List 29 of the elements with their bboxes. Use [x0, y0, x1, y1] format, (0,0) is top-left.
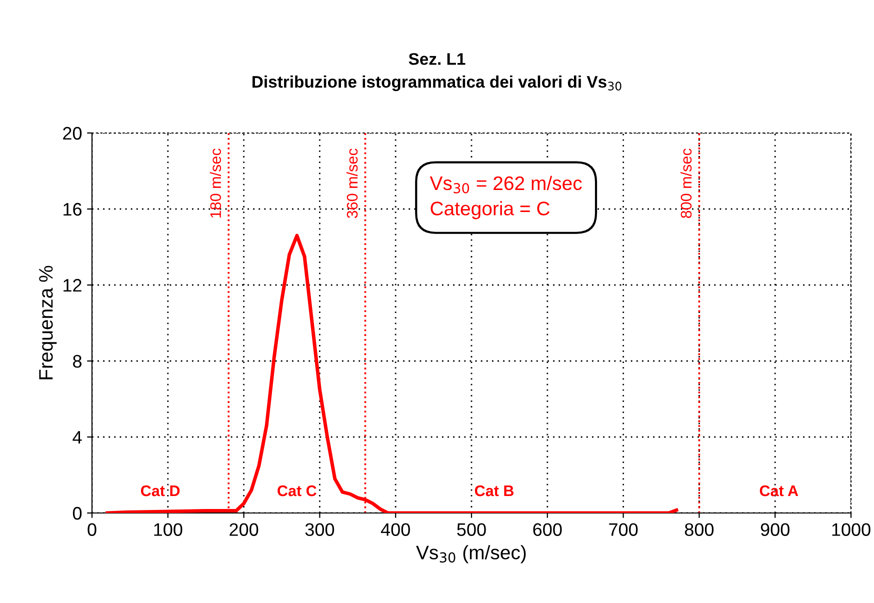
annotation: Cat D — [140, 485, 180, 496]
x-tick-label: 700 — [609, 523, 638, 536]
x-tick-label: 200 — [230, 523, 258, 536]
ref-line-label: 360 m/sec — [346, 148, 358, 218]
annotation: Vs$_{30}$ = 262 m/sec Categoria = C — [430, 176, 582, 220]
y-tick-label: 4 — [72, 431, 82, 444]
annotation: Cat C — [278, 485, 316, 496]
y-tick-label: 12 — [64, 278, 82, 292]
x-tick-label: 1000 — [832, 523, 870, 536]
x-tick-label: 600 — [533, 523, 562, 536]
annotation: Cat A — [760, 485, 798, 496]
ref-line-label: 180 m/sec — [210, 148, 222, 218]
y-tick-label: 8 — [73, 354, 82, 368]
chart-title: Sez. L1 — [408, 53, 466, 65]
x-tick-label: 300 — [305, 523, 334, 536]
y-tick-label: 0 — [72, 506, 82, 520]
x-tick-label: 100 — [154, 523, 182, 536]
annotation: Cat B — [474, 485, 514, 496]
y-tick-label: 20 — [63, 126, 82, 140]
y-axis-title: Frequenza % — [39, 266, 57, 380]
chart-subtitle: Distribuzione istogrammatica dei valori di Vs$_{30}$ — [252, 76, 622, 92]
x-tick-label: 0 — [88, 523, 96, 536]
ref-line-label: 800 m/sec — [680, 148, 692, 218]
x-tick-label: 400 — [380, 523, 410, 536]
x-tick-label: 900 — [760, 523, 790, 536]
x-tick-label: 500 — [457, 523, 486, 536]
y-tick-label: 16 — [64, 202, 82, 216]
x-tick-label: 800 — [684, 523, 714, 536]
x-axis-title: Vs$_{30}$ (m/sec) — [416, 545, 526, 564]
